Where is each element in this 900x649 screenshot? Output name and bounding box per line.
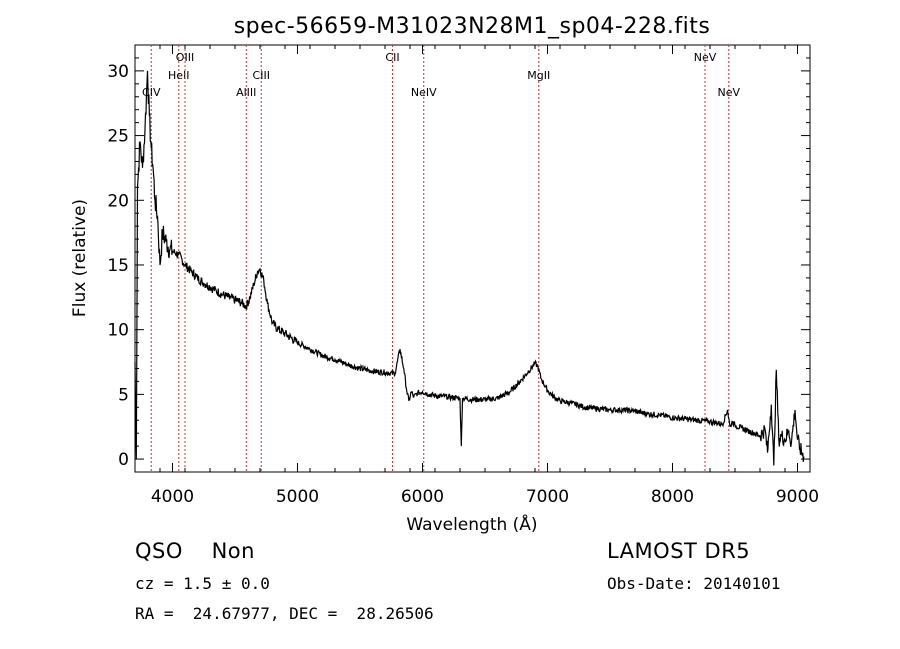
x-tick-label: 4000 (151, 487, 194, 507)
x-tick-label: 7000 (526, 487, 569, 507)
x-tick-label: 5000 (276, 487, 319, 507)
emission-line-label: CIV (142, 86, 161, 99)
chart-title: spec-56659-M31023N28M1_sp04-228.fits (234, 14, 711, 39)
plot-frame (134, 44, 811, 473)
emission-line-label: CIII (253, 69, 270, 82)
axes: 4000 5000 6000 7000 8000 9000 0 5 10 15 20 25 30 (107, 44, 819, 507)
survey-label: LAMOST DR5 (607, 539, 751, 563)
emission-line-label: MgII (527, 69, 550, 82)
y-tick-label: 30 (107, 62, 129, 82)
x-tick-label: 8000 (651, 487, 694, 507)
y-tick-label: 0 (118, 450, 129, 470)
coordinates: RA = 24.67977, DEC = 28.26506 (135, 604, 434, 623)
emission-line-label: NeIV (411, 86, 437, 99)
emission-line-label: NeV (717, 86, 740, 99)
emission-line-label: OIII (176, 51, 194, 64)
emission-line-label: CII (385, 51, 399, 64)
x-axis-label: Wavelength (Å) (406, 513, 537, 535)
emission-lines: CIV HeII OIII AlIII CIII CII NeIV MgII NeV NeV (142, 45, 740, 472)
emission-line-label: HeII (168, 69, 190, 82)
y-tick-label: 5 (118, 385, 129, 405)
y-tick-label: 25 (107, 127, 129, 147)
emission-line-label: NeV (694, 51, 717, 64)
y-axis-label: Flux (relative) (70, 199, 90, 317)
obs-date: Obs-Date: 20140101 (607, 574, 781, 593)
x-tick-label: 9000 (776, 487, 819, 507)
y-tick-label: 20 (107, 191, 129, 211)
y-tick-label: 15 (107, 256, 129, 276)
y-tick-label: 10 (107, 321, 129, 341)
x-tick-label: 6000 (401, 487, 444, 507)
spectrum-line (134, 70, 805, 466)
class-label: QSO Non (135, 539, 255, 563)
emission-line-label: AlIII (236, 86, 256, 99)
cz-value: cz = 1.5 ± 0.0 (135, 574, 270, 593)
